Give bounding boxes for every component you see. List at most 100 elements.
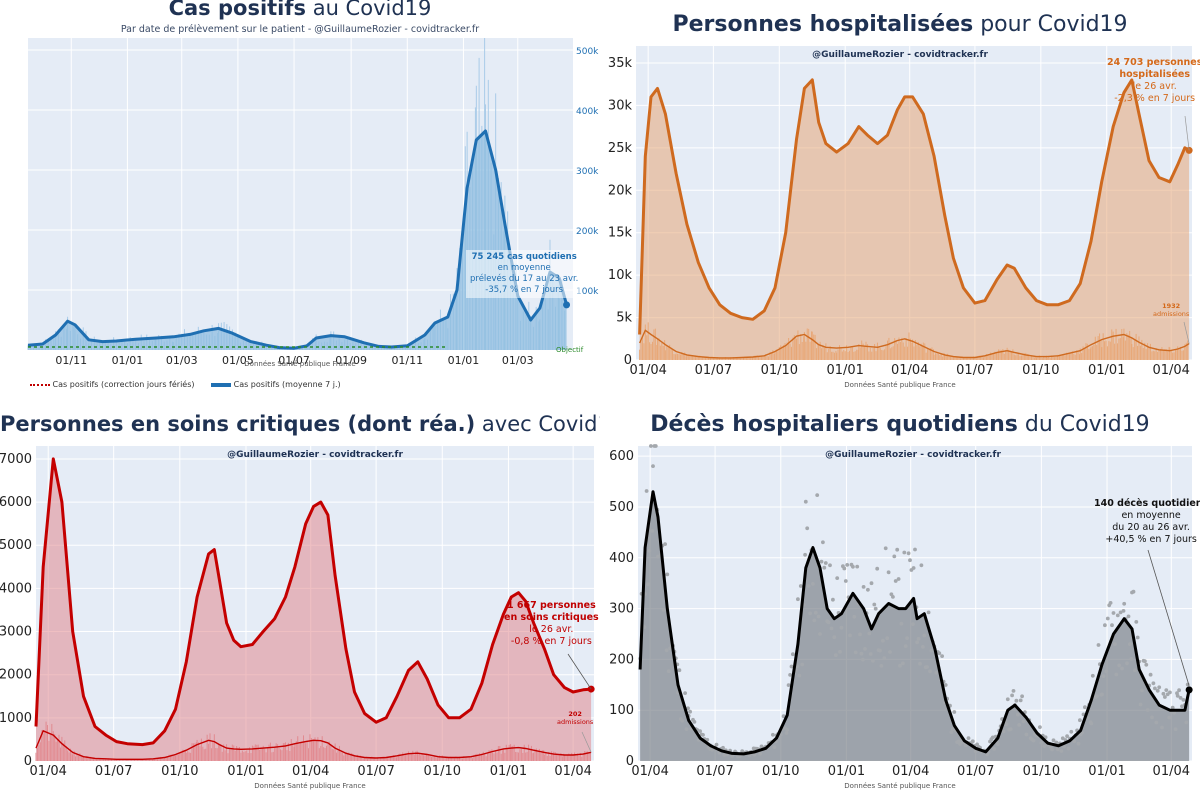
daily-point — [1121, 609, 1126, 613]
daily-point — [1122, 601, 1127, 606]
x-tick-label: 01/03 — [502, 354, 534, 367]
chart-credit: @GuillaumeRozier - covidtracker.fr — [812, 50, 988, 60]
daily-point — [888, 650, 892, 654]
chart-annotation: 140 décès quotidiens en moyenne du 20 au… — [1094, 498, 1200, 545]
daily-point — [1129, 657, 1134, 661]
daily-point — [1083, 705, 1087, 710]
daily-point — [861, 585, 866, 589]
daily-point — [771, 732, 775, 737]
daily-point — [785, 727, 790, 732]
daily-point — [813, 610, 818, 615]
x-tick-label: 01/01 — [227, 764, 264, 779]
daily-point — [1157, 685, 1162, 690]
daily-point — [855, 564, 860, 569]
daily-point — [911, 622, 915, 626]
daily-point — [832, 635, 837, 640]
legend-solid-swatch — [211, 382, 232, 387]
daily-point — [848, 633, 852, 638]
daily-point — [1101, 674, 1106, 678]
daily-point — [1069, 729, 1074, 734]
daily-point — [818, 632, 822, 636]
daily-point — [1104, 669, 1109, 674]
daily-point — [805, 526, 810, 531]
daily-point — [795, 664, 800, 669]
daily-point — [650, 529, 655, 533]
y-tick-label: 300 — [609, 602, 634, 617]
y-tick-label: 15k — [608, 226, 633, 241]
x-tick-label: 01/04 — [631, 764, 668, 779]
daily-point — [1042, 744, 1047, 748]
daily-point — [1173, 727, 1178, 732]
daily-point — [1125, 661, 1129, 666]
x-tick-label: 01/07 — [696, 764, 733, 779]
x-tick-label: 01/09 — [335, 354, 367, 367]
daily-point — [882, 656, 887, 661]
daily-point — [1017, 723, 1022, 727]
daily-point — [800, 662, 805, 667]
daily-point — [1005, 697, 1010, 702]
x-tick-label: 01/04 — [554, 764, 591, 779]
daily-point — [1039, 741, 1044, 745]
chart-cas-positifs: 01/11 01/01 01/03 01/05 01/07 01/09 01/11 01/01… — [27, 38, 599, 367]
daily-point — [664, 648, 669, 653]
daily-point — [786, 683, 791, 687]
daily-point — [1161, 691, 1166, 696]
daily-point — [1184, 720, 1189, 725]
y-tick-label: 35k — [608, 56, 633, 71]
daily-point — [803, 552, 807, 557]
daily-point — [1072, 739, 1077, 744]
y-tick-label: 200k — [576, 227, 599, 237]
y-tick-label: 400 — [609, 551, 634, 566]
daily-point — [815, 493, 820, 497]
x-tick-label: 01/01 — [1088, 363, 1125, 378]
daily-point — [816, 614, 821, 619]
daily-point — [752, 752, 757, 757]
daily-point — [1167, 715, 1172, 720]
daily-point — [872, 602, 877, 607]
daily-point — [1108, 601, 1113, 605]
daily-point — [1024, 732, 1029, 737]
daily-point — [758, 751, 762, 756]
daily-point — [893, 579, 898, 583]
daily-point — [835, 576, 840, 580]
daily-point — [1008, 727, 1013, 731]
daily-point — [879, 664, 884, 668]
daily-point — [721, 745, 725, 750]
daily-point — [1066, 746, 1071, 751]
series-area — [640, 491, 1190, 761]
x-tick-label: 01/10 — [1022, 363, 1059, 378]
y-tick-label: 0 — [24, 754, 32, 769]
daily-point — [929, 648, 934, 653]
y-tick-label: 30k — [608, 98, 633, 113]
daily-point — [891, 595, 895, 599]
daily-point — [701, 733, 705, 737]
daily-point — [722, 753, 727, 757]
daily-point — [1038, 725, 1042, 729]
daily-point — [1117, 663, 1122, 668]
daily-point — [1140, 688, 1144, 693]
daily-point — [823, 561, 828, 565]
daily-point — [1065, 734, 1069, 739]
y-tick-label: 6000 — [0, 495, 32, 510]
daily-point — [1095, 694, 1099, 698]
x-tick-label: 01/01 — [828, 764, 865, 779]
last-value-marker — [1185, 686, 1193, 694]
x-tick-label: 01/04 — [1152, 363, 1189, 378]
daily-point — [995, 742, 1000, 747]
daily-point — [789, 664, 794, 669]
daily-point — [1014, 698, 1019, 703]
y-tick-label: 5000 — [0, 538, 32, 553]
y-tick-label: 400k — [576, 107, 599, 117]
daily-point — [1131, 589, 1136, 594]
chart-source: Données Santé publique France — [844, 782, 956, 790]
daily-point — [916, 636, 921, 641]
daily-point — [867, 631, 872, 636]
daily-point — [892, 554, 897, 559]
daily-point — [1151, 681, 1156, 686]
series-line — [638, 490, 1191, 756]
chart-title: Décès hospitaliers quotidiens du Covid19 — [650, 412, 1150, 437]
x-tick-label: 01/07 — [278, 354, 310, 367]
x-tick-label: 01/10 — [424, 764, 461, 779]
daily-point — [821, 540, 825, 545]
daily-point — [861, 657, 865, 662]
